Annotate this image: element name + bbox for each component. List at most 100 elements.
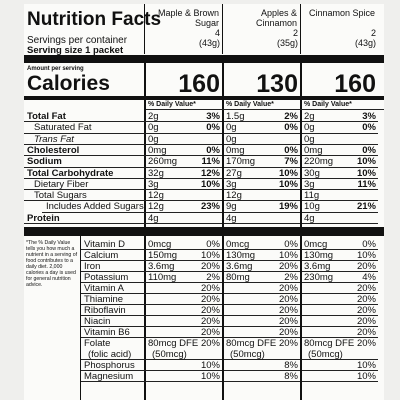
rule [80,315,146,316]
rule [224,223,300,224]
nutrient-amount: 12g [148,190,164,202]
rule [302,132,378,134]
rule [80,260,146,261]
thick-rule [24,227,384,236]
vitamin-dv: 20% [200,305,220,316]
nutrient-amount: 12g [148,201,164,213]
rule [224,155,300,157]
product-name: Cinnamon Spice [308,8,375,18]
rule [224,177,300,179]
serving-weight: (35g) [276,38,298,48]
vitamin-name: Calcium [84,250,119,261]
nutrient-dv: 10% [356,156,376,168]
rule [80,249,146,250]
rule [42,211,146,213]
nutrient-amount: 220mg [304,156,334,168]
product-name: Apples & Cinnamon [255,8,297,29]
rule [146,121,222,123]
rule [24,155,146,157]
rule [80,370,146,371]
vitamin-dv: 20% [278,294,298,305]
rule [146,200,222,202]
rule [302,260,378,261]
nutrient-amount: 260mg [148,156,178,168]
nutrient-dv: 10% [200,178,220,190]
rule [224,211,300,213]
nutrient-name: Includes Added Sugars [46,201,144,213]
vitamin-name: Niacin [84,316,111,327]
vitamin-name: Iron [84,261,101,272]
nutrient-amount: 3g [148,178,159,190]
rule [80,282,146,283]
vitamin-dv: 20% [356,283,376,294]
rule [24,223,146,224]
rule [80,271,146,272]
vitamin-dv: 20% [278,327,298,338]
vitamin-dv: 20% [278,283,298,294]
nutrient-amount: 0g [304,122,315,134]
rule [302,370,378,371]
nutrient-name: Total Sugars [34,190,87,202]
nutrient-amount: 9g [226,201,237,213]
rule [146,260,222,261]
vitamin-name: Riboflavin [84,305,126,316]
rule [224,370,300,371]
rule [224,271,300,272]
rule [224,200,300,202]
calories-value: 160 [334,70,376,98]
vitamin-name: Thiamine [84,294,124,305]
rule [146,189,222,191]
vitamin-dv: 20% [278,261,298,272]
product-name: Maple & Brown Sugar [157,8,219,29]
servings-label: Servings per container [27,35,128,46]
nutrient-dv: 12% [200,167,220,179]
servings-count: 4 [214,28,220,38]
rule [302,143,378,145]
rule [224,282,300,283]
vitamin-amount: 80mg [226,272,250,283]
rule [146,337,222,338]
vitamin-amount: 80mcg DFE [148,338,199,349]
rule [302,293,378,294]
nutrient-amount: 0mg [304,144,323,156]
nutrient-amount: 170mg [226,156,256,168]
rule [302,249,378,250]
rule [146,370,222,371]
vitamin-dv: 20% [356,305,376,316]
nutrient-dv: 11% [357,178,377,190]
serving-weight: (43g) [198,38,220,48]
rule [224,326,300,327]
rule [302,315,378,316]
vitamin-amount: 3.6mg [148,261,175,272]
vitamin-sub-amount: (50mcg) [308,349,343,360]
nutrient-amount: 4g [148,212,159,224]
vitamin-dv: 20% [200,294,220,305]
nutrient-amount: 0mg [148,144,167,156]
amount-label: Amount per serving [27,66,84,72]
rule [302,223,378,224]
nutrient-dv: 3% [362,111,376,122]
rule [302,121,378,123]
vitamin-dv: 20% [356,338,376,349]
rule [302,211,378,213]
nutrient-amount: 0g [304,133,315,145]
nutrient-dv: 0% [362,122,376,134]
rule [146,109,384,110]
nutrient-amount: 0g [148,133,159,145]
vitamin-amount: 3.6mg [226,261,253,272]
nutrient-name: Protein [27,212,60,224]
vitamin-dv: 20% [200,338,220,349]
nutrient-amount: 11g [304,190,320,202]
rule [224,359,300,360]
vitamin-name: Vitamin A [84,283,124,294]
rule [146,359,222,360]
vitamin-dv: 10% [278,250,298,261]
nutrient-amount: 27g [226,167,242,179]
rule [224,260,300,261]
vitamin-dv: 2% [284,272,298,283]
nutrient-name: Sodium [27,156,62,168]
rule [224,189,300,191]
rule [302,304,378,305]
rule [146,177,222,179]
nutrient-amount: 4g [304,212,315,224]
